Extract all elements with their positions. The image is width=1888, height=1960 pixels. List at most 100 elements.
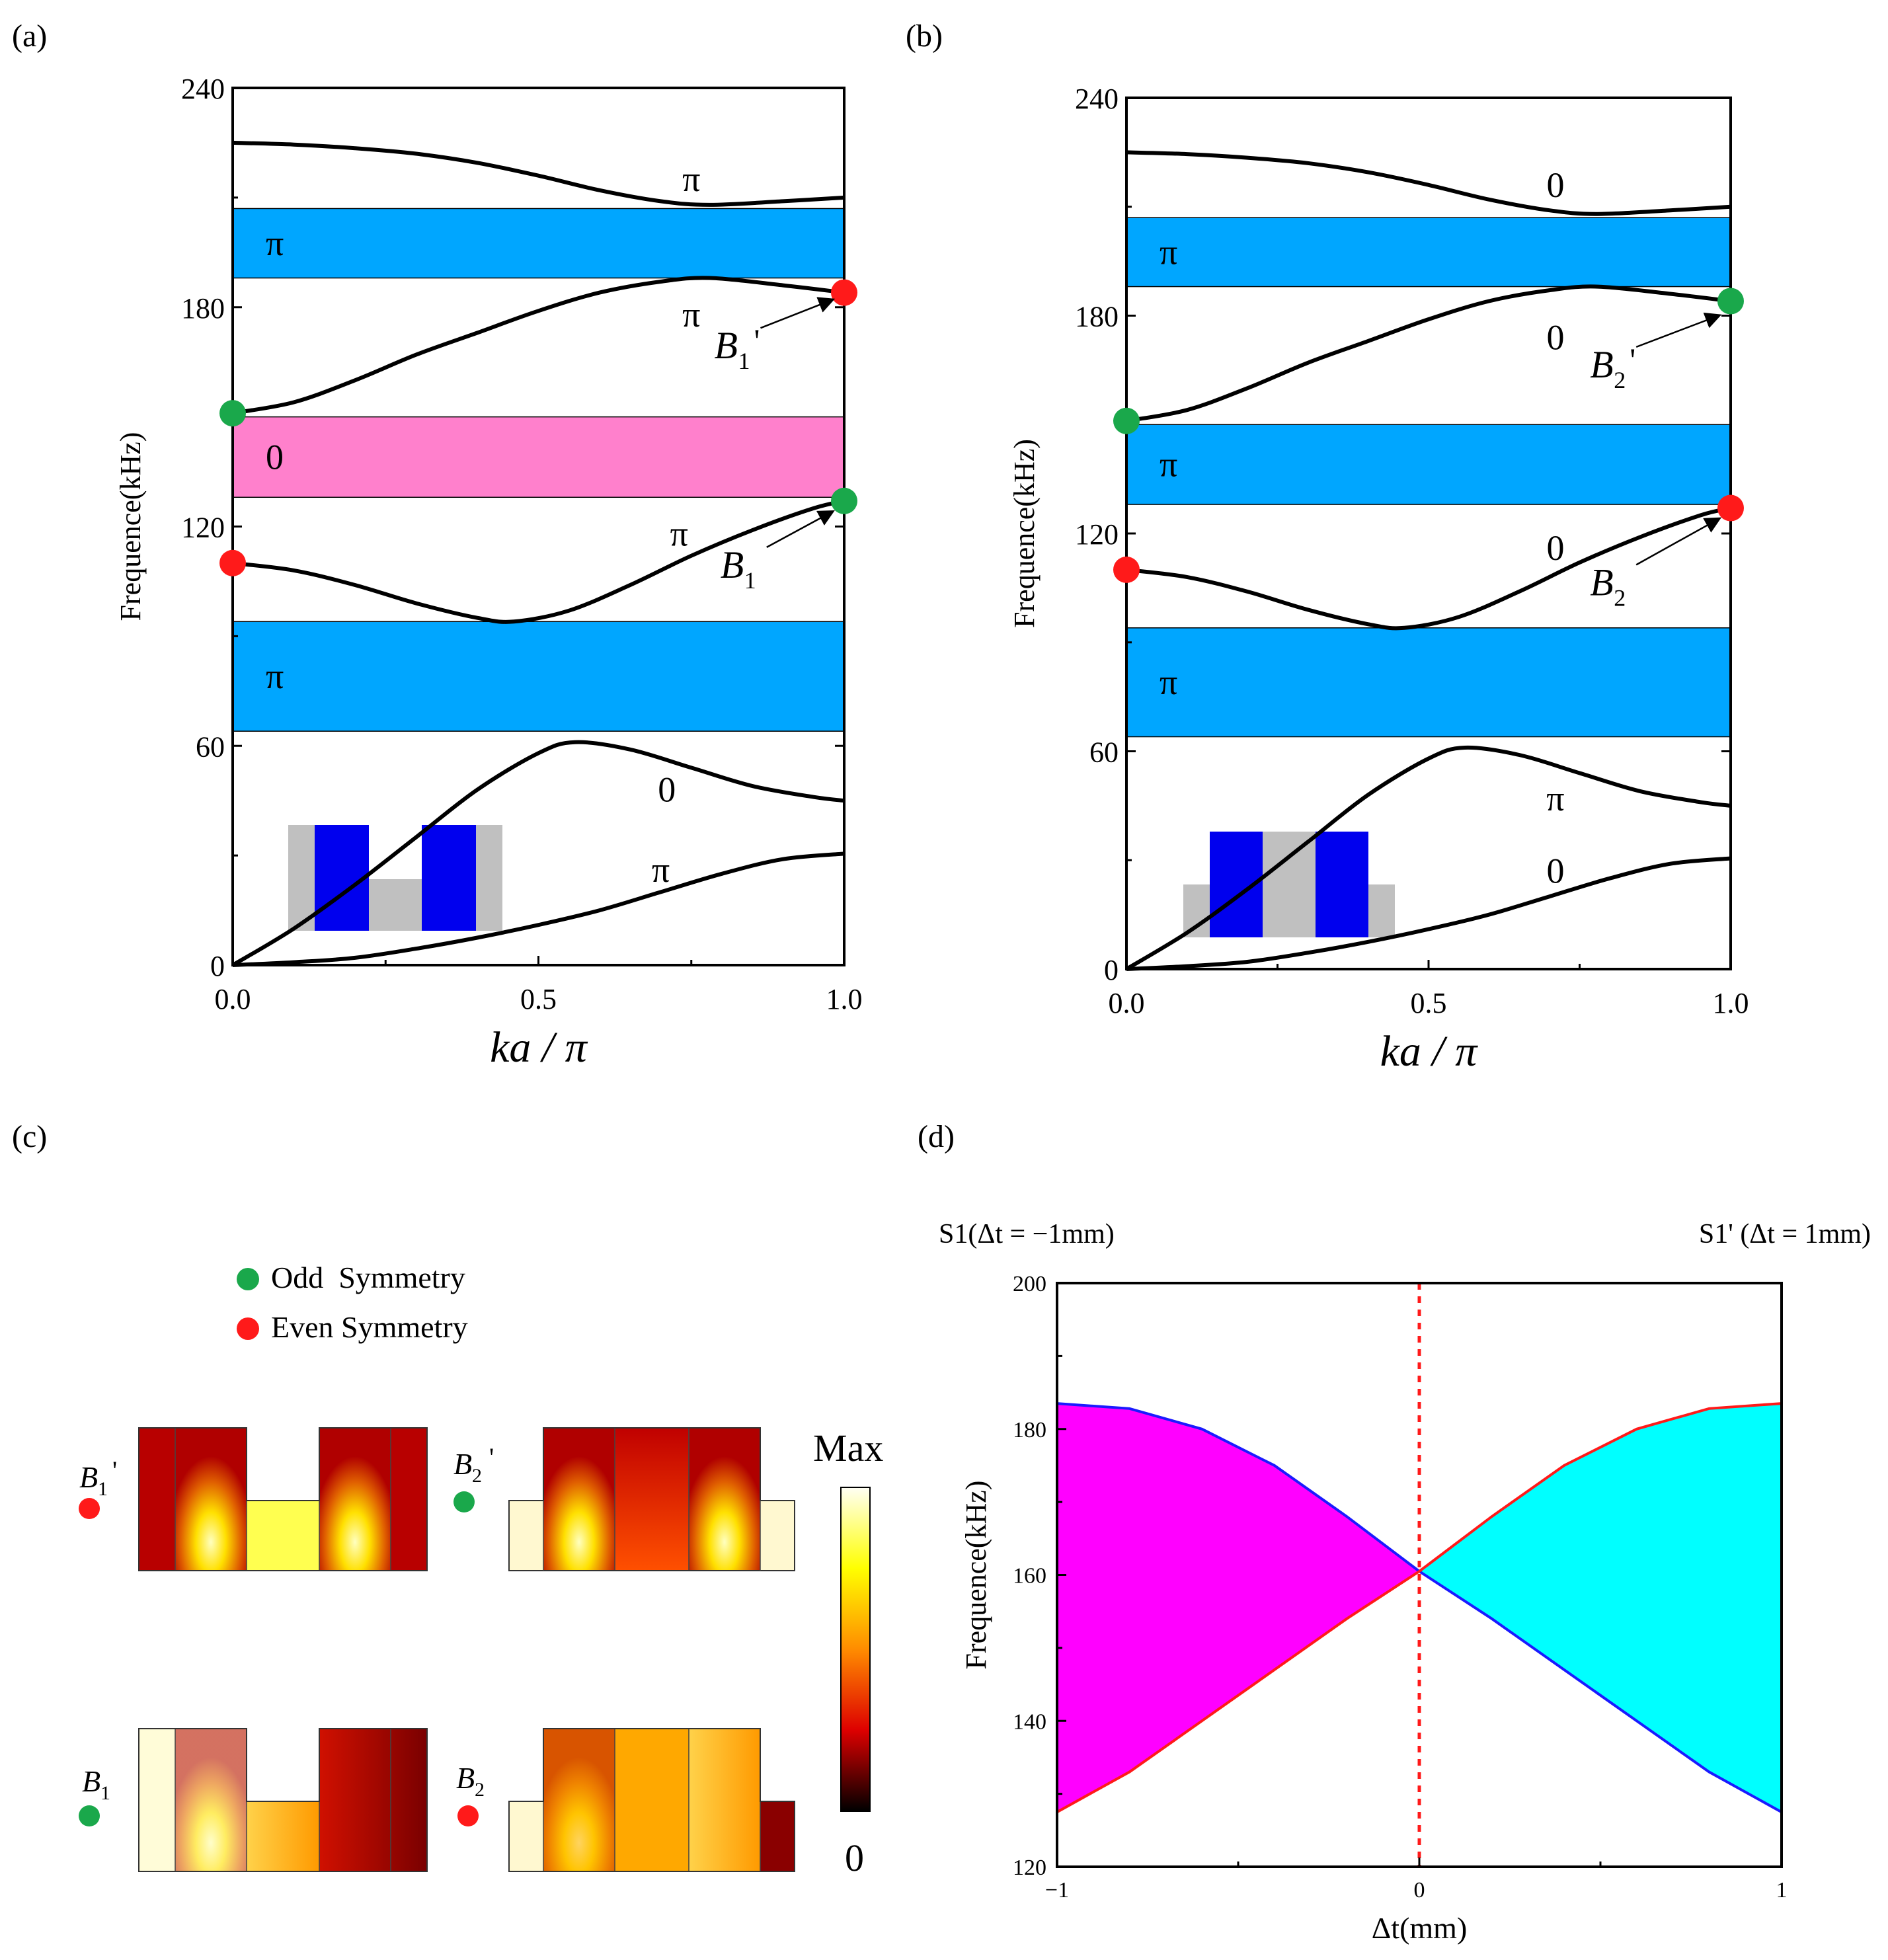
inset-a-gray-right: [476, 825, 502, 931]
ytick-label-a-2: 120: [181, 512, 225, 544]
annotation-sub-b-1: 2: [1614, 367, 1626, 393]
inset-b-gray-left: [1183, 884, 1210, 937]
band-curve-a-band4: [232, 276, 845, 416]
legend-odd-dot: [237, 1268, 259, 1290]
mode-b2p-sub: 2: [472, 1465, 482, 1487]
inset-a-gray-mid: [369, 879, 422, 931]
mode-point-b-4: [1717, 494, 1744, 522]
mode-label-b2-prime: B 2 ': [453, 1442, 494, 1512]
ytick-label-b-3: 180: [1075, 301, 1119, 333]
mode-b1p-name: B: [79, 1460, 98, 1494]
panel-label-b: (b): [906, 19, 943, 54]
mode-profile-b1: [138, 1728, 428, 1872]
legend-even-dot: [237, 1317, 259, 1340]
colorbar-max-label: Max: [813, 1427, 883, 1470]
bandgap-label-a-1: π: [266, 656, 284, 696]
band-curve-a-band3: [232, 498, 845, 624]
mode-parity-label-b-1: 0: [1546, 165, 1564, 205]
mode-b1-dot: [79, 1805, 100, 1826]
band-curve-a-band2: [231, 740, 845, 967]
annotation-prime-a-1: ': [754, 322, 760, 359]
ytick-label-b-0: 0: [1104, 954, 1119, 986]
mode-label-b1: B 1: [79, 1764, 110, 1826]
mode-b1-name: B: [82, 1764, 100, 1798]
bandgap-b-2: [1126, 424, 1731, 505]
inset-b-blue-right: [1316, 832, 1368, 937]
mode-profile-b2: [508, 1728, 795, 1872]
bandgap-label-b-2: π: [1160, 445, 1177, 485]
bandgap-a-1: [232, 621, 845, 732]
mode-parity-label-a-4: 0: [658, 770, 676, 810]
annotation-arrow-a-1: [760, 297, 836, 329]
xtick-label-b-2: 1.0: [1713, 987, 1749, 1019]
mode-point-b-2: [1113, 556, 1140, 583]
xlabel-d: Δt(mm): [1372, 1911, 1468, 1945]
annotation-arrow-b-1: [1635, 312, 1722, 348]
inset-a-blue-right: [422, 825, 476, 931]
xtick-label-d-2: 1: [1776, 1878, 1788, 1902]
xtick-label-d-0: −1: [1045, 1878, 1069, 1902]
annotation-a-1: B 1': [715, 297, 836, 374]
bandgap-label-a-2: 0: [266, 437, 284, 477]
mode-label-b1-prime: B 1 ': [79, 1456, 117, 1519]
mode-b2-dot: [457, 1805, 479, 1826]
inset-b-gray-right: [1368, 884, 1395, 937]
bandgap-label-a-3: π: [266, 223, 284, 263]
unit-cell-structure-b: [1183, 832, 1395, 937]
bandgap-label-b-1: π: [1160, 662, 1177, 702]
band-curve-b-band2: [1125, 745, 1731, 971]
colorbar: [840, 1487, 871, 1812]
annotation-name-b-2: B: [1590, 561, 1613, 604]
mode-b2-name: B: [456, 1761, 475, 1795]
xtick-label-b-0: 0.0: [1109, 987, 1145, 1019]
band-curve-b-band4: [1126, 284, 1731, 423]
ylabel-a: Frequence(kHz): [114, 432, 147, 621]
xlabel-b: ka / π: [1380, 1027, 1479, 1076]
chart-d-title-left: S1(Δt = −1mm): [939, 1219, 1115, 1249]
band-diagram-b: π π π 0 60 120 180 240 0.0 0.5 1.0 ka / π Frequence…: [1008, 83, 1749, 1076]
ytick-label-b-4: 240: [1075, 83, 1119, 115]
mode-b1p-sub: 1: [98, 1478, 108, 1500]
mode-point-a-1: [219, 400, 246, 427]
panel-label-d: (d): [918, 1119, 955, 1154]
annotation-name-a-2: B: [721, 543, 744, 586]
band-curve-b-band5: [1126, 150, 1731, 216]
xtick-label-a-1: 0.5: [520, 983, 557, 1015]
mode-parity-label-b-3: 0: [1546, 528, 1564, 568]
mode-point-a-4: [831, 487, 857, 514]
legend-odd-label: Odd Symmetry: [271, 1261, 465, 1294]
inset-a-gray-left: [288, 825, 315, 931]
annotation-arrow-a-2: [766, 510, 835, 549]
mode-profile-b1-prime: [138, 1427, 428, 1571]
chart-d-title-right: S1' (Δt = 1mm): [1699, 1219, 1871, 1249]
ytick-label-d-0: 120: [1013, 1856, 1046, 1880]
annotation-sub-a-2: 1: [744, 567, 756, 594]
xtick-label-d-1: 0: [1414, 1878, 1425, 1902]
mode-parity-label-a-3: π: [670, 514, 688, 554]
mode-b2p-name: B: [453, 1447, 472, 1481]
boundary-line-red-boundary: [1056, 1402, 1782, 1813]
panel-label-a: (a): [12, 19, 47, 54]
band-curve-b-band1: [1126, 856, 1731, 971]
annotation-name-a-1: B: [715, 324, 738, 367]
annotation-sub-a-1: 1: [738, 348, 750, 374]
panel-label-c: (c): [12, 1119, 47, 1154]
ytick-label-a-0: 0: [210, 950, 225, 982]
mode-parity-label-b-4: π: [1546, 779, 1564, 818]
annotation-prime-b-1: ': [1630, 341, 1635, 378]
mode-b2p-prime: ': [489, 1442, 494, 1472]
bandgap-a-2: [232, 416, 845, 498]
ytick-label-b-2: 120: [1075, 518, 1119, 551]
band-curve-a-band1: [232, 851, 845, 967]
annotation-sub-b-2: 2: [1614, 584, 1626, 611]
legend-even-label: Even Symmetry: [271, 1310, 468, 1344]
ylabel-d: Frequence(kHz): [960, 1481, 992, 1670]
annotation-arrow-b-2: [1635, 517, 1722, 566]
mode-point-a-2: [219, 549, 246, 576]
band-diagram-a: π 0 π 0 60 120 180 240 0.0 0.5 1.0 ka / π Frequence…: [114, 73, 863, 1072]
ytick-label-d-3: 180: [1013, 1418, 1046, 1442]
mode-point-b-3: [1717, 288, 1744, 315]
band-curve-a-band5: [232, 140, 845, 207]
